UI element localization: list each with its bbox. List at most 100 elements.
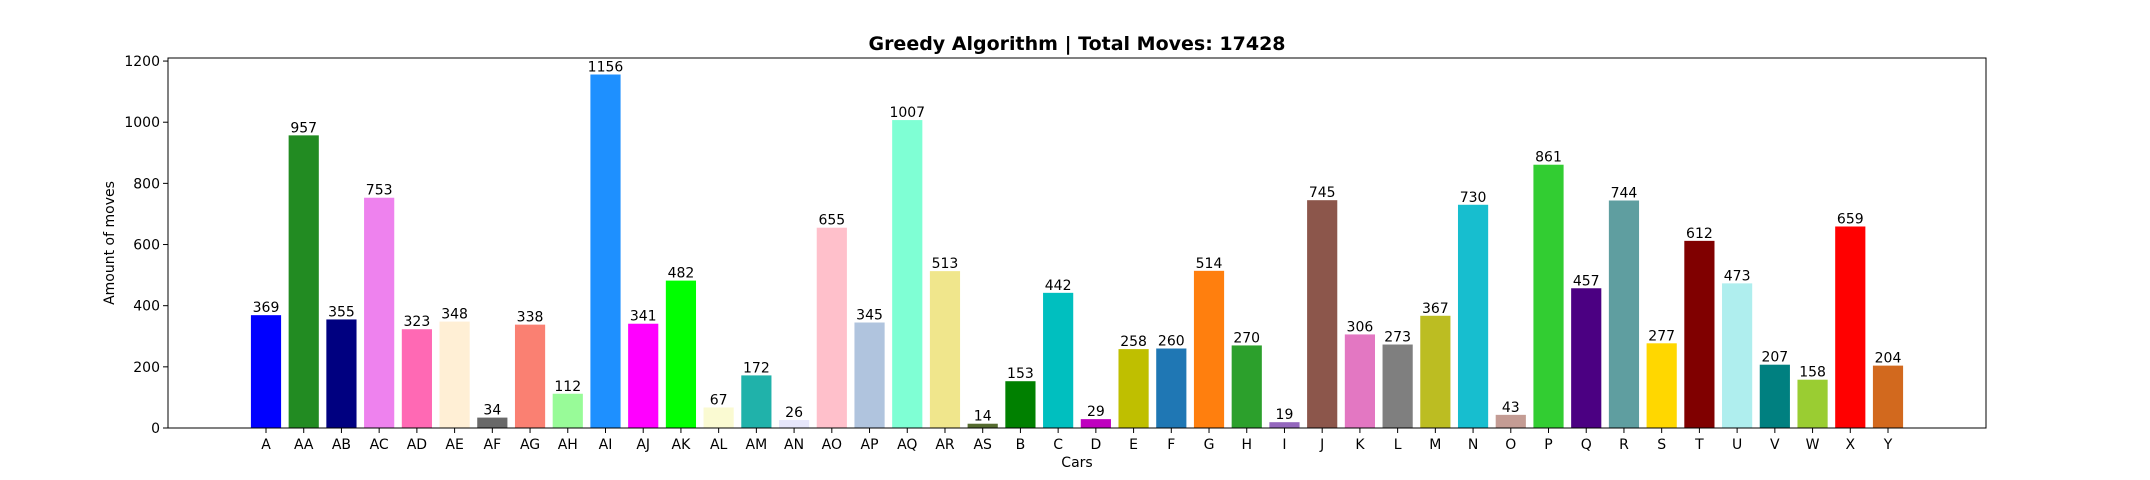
y-tick-label-1200: 1200 [124,54,160,70]
x-tick-label-AF: AF [484,437,502,453]
y-axis-ticks: 0 200 400 600 800 1000 1200 [124,54,168,437]
x-tick-label-W: W [1806,437,1820,453]
y-tick-label-800: 800 [133,176,160,192]
value-label-Q: 457 [1573,273,1600,289]
bar-AD [401,329,432,428]
bar-H [1231,345,1262,428]
value-label-P: 861 [1535,150,1562,166]
bar-AB [326,319,357,428]
bar-AJ [628,323,659,428]
value-label-U: 473 [1724,268,1751,284]
x-tick-label-D: D [1090,437,1101,453]
value-label-A: 369 [253,300,280,316]
y-tick-label-400: 400 [133,299,160,315]
x-tick-label-H: H [1241,437,1252,453]
bar-J [1307,200,1338,428]
value-label-AO: 655 [818,213,845,229]
x-tick-label-N: N [1468,437,1478,453]
bar-AC [364,197,395,428]
value-label-B: 153 [1007,366,1034,382]
bar-B [1005,381,1036,428]
x-tick-label-M: M [1429,437,1441,453]
x-tick-label-A: A [261,437,271,453]
value-label-K: 306 [1347,319,1374,335]
bar-Q [1571,288,1602,428]
value-label-AK: 482 [668,266,695,282]
bar-A [250,315,282,428]
value-label-D: 29 [1087,404,1105,420]
bar-AF [477,417,508,428]
bar-E [1118,349,1149,428]
y-tick-label-1000: 1000 [124,115,160,131]
x-tick-label-Y: Y [1883,437,1893,453]
x-tick-label-AO: AO [822,437,842,453]
bar-AE [439,321,470,428]
bar-P [1533,164,1564,428]
value-label-O: 43 [1502,400,1520,416]
value-label-T: 612 [1686,226,1713,242]
value-label-AA: 957 [290,120,317,136]
value-label-M: 367 [1422,301,1449,317]
value-label-AC: 753 [366,183,393,199]
value-label-C: 442 [1045,278,1072,294]
x-tick-label-U: U [1732,437,1742,453]
bar-Y [1872,365,1904,428]
x-tick-label-AD: AD [407,437,427,453]
x-axis-ticks: A AA AB AC AD AE AF AG AH AI AJ AK AL AM AN AO AP AQ AR AS B… [261,428,1893,453]
x-tick-label-AB: AB [332,437,351,453]
x-tick-label-V: V [1770,437,1780,453]
value-label-I: 19 [1276,407,1294,423]
bars-group [250,74,1904,429]
bar-W [1797,379,1828,428]
x-tick-label-AN: AN [784,437,804,453]
value-label-AB: 355 [328,304,355,320]
bar-M [1420,315,1451,428]
x-tick-label-G: G [1204,437,1215,453]
value-label-AG: 338 [517,310,544,326]
bar-L [1382,344,1413,428]
x-tick-label-F: F [1167,437,1175,453]
bar-AN [779,420,810,428]
value-labels-group: 369 957 355 753 323 348 34 338 112 1156 341 482 67 17… [253,60,1902,425]
bar-C [1043,292,1074,428]
x-tick-label-AQ: AQ [897,437,917,453]
bar-AS [967,423,998,428]
x-tick-label-E: E [1129,437,1138,453]
value-label-AL: 67 [710,393,728,409]
x-tick-label-B: B [1016,437,1026,453]
x-tick-label-AJ: AJ [636,437,650,453]
value-label-AJ: 341 [630,309,657,325]
value-label-AE: 348 [441,307,468,323]
value-label-Y: 204 [1875,351,1902,367]
value-label-AI: 1156 [588,60,624,76]
x-tick-label-O: O [1505,437,1516,453]
bar-AG [514,324,546,428]
bar-V [1759,364,1790,428]
bar-D [1080,419,1111,428]
bar-T [1684,240,1715,428]
x-tick-label-AC: AC [370,437,389,453]
y-tick-label-200: 200 [133,360,160,376]
bar-AH [552,393,583,428]
bar-AA [288,135,319,429]
value-label-L: 273 [1384,330,1411,346]
x-tick-label-X: X [1845,437,1855,453]
x-tick-label-AM: AM [746,437,768,453]
x-tick-label-R: R [1619,437,1629,453]
value-label-AH: 112 [554,379,581,395]
x-tick-label-AL: AL [710,437,728,453]
bar-R [1608,200,1640,428]
value-label-G: 514 [1196,256,1223,272]
bar-AO [816,227,847,428]
value-label-AF: 34 [483,403,501,419]
value-label-R: 744 [1611,186,1638,202]
value-label-S: 277 [1648,328,1675,344]
bar-I [1269,422,1300,428]
value-label-F: 260 [1158,334,1185,350]
x-tick-label-AR: AR [935,437,955,453]
bar-AP [854,322,885,428]
x-tick-label-AS: AS [973,437,992,453]
chart-title: Greedy Algorithm | Total Moves: 17428 [868,33,1285,55]
value-label-J: 745 [1309,185,1336,201]
